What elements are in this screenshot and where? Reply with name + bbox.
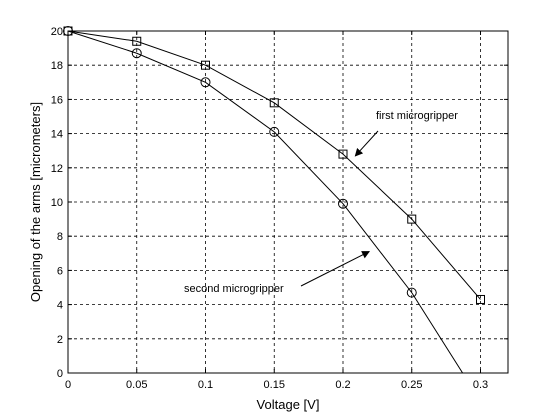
y-tick-label: 14 — [51, 129, 63, 141]
x-tick-label: 0.3 — [473, 379, 488, 391]
y-tick-labels: 0 2 4 6 8 10 12 14 16 18 20 — [51, 26, 63, 380]
y-tick-label: 4 — [57, 300, 63, 312]
y-tick-label: 6 — [57, 265, 63, 277]
data-point-square — [407, 214, 417, 224]
y-tick-label: 20 — [51, 26, 63, 38]
x-tick-label: 0.1 — [198, 379, 213, 391]
annotation-label: first microgripper — [376, 110, 458, 122]
data-point-square — [269, 98, 279, 108]
data-point-circle — [200, 77, 211, 88]
x-tick-label: 0.2 — [335, 379, 350, 391]
series-group — [67, 30, 481, 374]
y-axis-title: Opening of the arms [micrometers] — [28, 102, 43, 302]
annotation-label: second microgripper — [184, 283, 284, 295]
data-point-circle — [338, 198, 348, 209]
data-point-circle — [131, 48, 142, 59]
annotations-group: first microgripper second microgripper — [184, 110, 458, 295]
y-tick-label: 12 — [51, 163, 63, 175]
data-point-square — [201, 60, 210, 70]
x-tick-label: 0.05 — [126, 379, 147, 391]
y-tick-label: 8 — [57, 231, 63, 243]
data-point-square — [338, 149, 348, 159]
series-line-2 — [67, 30, 464, 374]
plot-frame — [67, 30, 509, 374]
data-point-square — [476, 294, 485, 304]
y-tick-label: 0 — [57, 368, 63, 380]
data-point-circle — [269, 126, 280, 137]
data-point-circle — [406, 287, 417, 298]
x-axis-title: Voltage [V] — [257, 397, 320, 412]
x-tick-labels: 0 0.05 0.1 0.15 0.2 0.25 0.3 — [65, 379, 488, 391]
y-tick-label: 16 — [51, 94, 63, 106]
annotation-arrow — [354, 130, 379, 157]
annotation-arrow — [300, 251, 371, 287]
y-tick-label: 10 — [51, 197, 63, 209]
grid-lines — [68, 31, 508, 373]
y-tick-label: 2 — [57, 334, 63, 346]
x-tick-label: 0 — [65, 379, 71, 391]
y-tick-label: 18 — [51, 60, 63, 72]
x-tick-label: 0.15 — [264, 379, 285, 391]
series-line-1 — [67, 30, 481, 300]
data-point-square — [132, 36, 142, 46]
x-tick-label: 0.25 — [401, 379, 422, 391]
